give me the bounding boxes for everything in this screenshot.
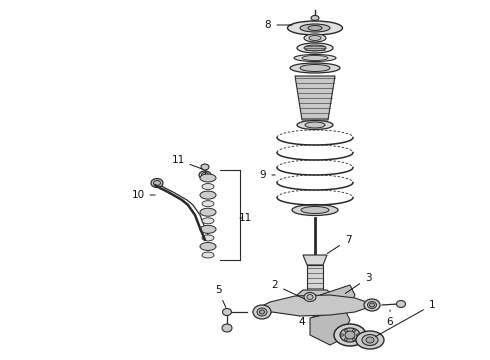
Text: 3: 3	[345, 273, 371, 293]
Text: 11: 11	[172, 155, 202, 169]
Ellipse shape	[200, 225, 216, 233]
Ellipse shape	[202, 252, 214, 258]
Ellipse shape	[222, 324, 232, 332]
Polygon shape	[258, 295, 375, 316]
Ellipse shape	[368, 302, 376, 309]
Ellipse shape	[316, 312, 324, 318]
Ellipse shape	[200, 191, 216, 199]
Polygon shape	[320, 285, 355, 320]
Text: 1: 1	[375, 300, 435, 337]
Ellipse shape	[199, 171, 211, 179]
Ellipse shape	[201, 164, 209, 170]
Ellipse shape	[260, 310, 265, 314]
Ellipse shape	[201, 172, 209, 177]
Ellipse shape	[304, 292, 316, 302]
Text: 5: 5	[215, 285, 226, 307]
Ellipse shape	[340, 328, 360, 342]
Text: 7: 7	[327, 235, 351, 253]
Ellipse shape	[304, 45, 326, 51]
Ellipse shape	[296, 306, 306, 314]
Polygon shape	[297, 290, 333, 310]
Text: 9: 9	[260, 170, 275, 180]
Ellipse shape	[300, 24, 330, 32]
Ellipse shape	[200, 174, 216, 182]
Ellipse shape	[200, 242, 216, 251]
Ellipse shape	[300, 64, 330, 72]
Ellipse shape	[302, 55, 328, 60]
Ellipse shape	[297, 121, 333, 130]
Ellipse shape	[352, 329, 356, 332]
Polygon shape	[310, 310, 350, 345]
Text: 8: 8	[265, 20, 292, 30]
Ellipse shape	[301, 207, 329, 213]
Ellipse shape	[224, 325, 230, 330]
Ellipse shape	[369, 303, 374, 307]
Text: 10: 10	[131, 190, 155, 200]
Text: 4: 4	[299, 317, 305, 327]
Ellipse shape	[308, 26, 322, 31]
Ellipse shape	[151, 179, 163, 188]
Ellipse shape	[222, 309, 231, 315]
Ellipse shape	[297, 43, 333, 53]
Ellipse shape	[202, 235, 214, 241]
Ellipse shape	[345, 331, 355, 339]
Polygon shape	[303, 255, 327, 265]
Text: 2: 2	[271, 280, 304, 299]
Ellipse shape	[253, 305, 271, 319]
Ellipse shape	[396, 301, 406, 307]
Ellipse shape	[153, 180, 161, 185]
Ellipse shape	[296, 296, 306, 304]
Ellipse shape	[344, 338, 347, 341]
Ellipse shape	[334, 324, 366, 346]
Ellipse shape	[311, 15, 319, 21]
Polygon shape	[307, 265, 323, 295]
Ellipse shape	[202, 218, 214, 224]
Ellipse shape	[202, 201, 214, 207]
Ellipse shape	[313, 310, 327, 320]
Ellipse shape	[352, 338, 356, 341]
Ellipse shape	[366, 337, 374, 343]
Ellipse shape	[356, 331, 384, 349]
Ellipse shape	[288, 21, 343, 35]
Ellipse shape	[307, 294, 313, 300]
Ellipse shape	[294, 54, 336, 62]
Ellipse shape	[200, 208, 216, 216]
Ellipse shape	[292, 204, 338, 216]
Ellipse shape	[364, 299, 380, 311]
Ellipse shape	[362, 334, 378, 346]
Text: 6: 6	[387, 310, 393, 327]
Ellipse shape	[202, 184, 214, 190]
Text: 11: 11	[238, 213, 252, 223]
Ellipse shape	[309, 36, 321, 41]
Ellipse shape	[341, 334, 343, 336]
Ellipse shape	[290, 63, 340, 73]
Ellipse shape	[257, 308, 267, 316]
Ellipse shape	[305, 122, 325, 128]
Ellipse shape	[357, 334, 360, 336]
Ellipse shape	[344, 329, 347, 332]
Polygon shape	[295, 76, 335, 120]
Ellipse shape	[304, 34, 326, 42]
